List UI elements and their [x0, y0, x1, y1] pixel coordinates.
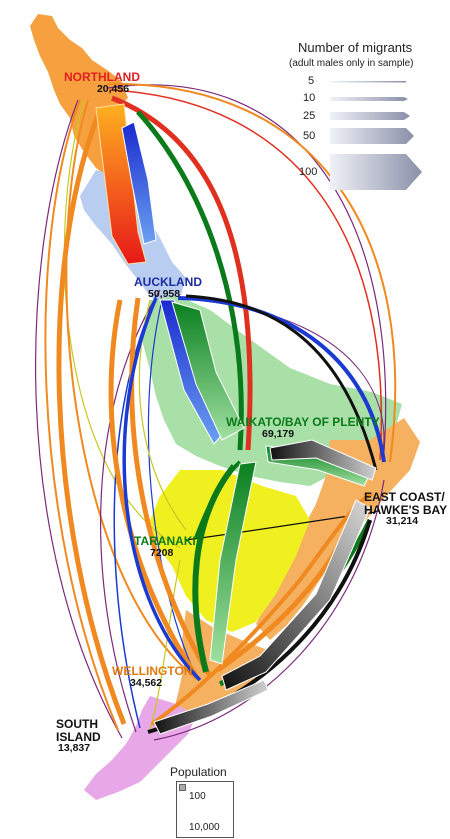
east-coast-waikato-arrow [269, 439, 377, 481]
flow-line [109, 89, 383, 461]
flow-line [35, 99, 123, 739]
flow-line [153, 479, 385, 741]
legend-arrow-100 [330, 154, 422, 190]
region-name-south: SOUTH [56, 717, 98, 731]
auckland-northland-arrow [121, 121, 157, 245]
wellington-south-island-arrow [153, 679, 269, 735]
population-legend-title: Population [170, 765, 227, 779]
region-population-taranaki: 7208 [150, 546, 174, 559]
label-wellington: WELLINGTON 34,562 [112, 665, 192, 689]
waikato-auckland-arrow [171, 301, 245, 441]
region-population-auckland: 50,958 [148, 287, 181, 300]
region-name-waikato: WAIKATO/BAY OF PLENTY [226, 415, 380, 429]
label-south-island: SOUTH ISLAND 13,837 [56, 718, 101, 754]
flow-line [65, 99, 199, 681]
flow-line [149, 559, 181, 731]
flow-arrow [136, 110, 244, 451]
flow-arrow [194, 460, 242, 539]
waikato-wellington-arrow [209, 461, 257, 665]
legend-value-25: 25 [303, 110, 316, 122]
region-population-south-island: 13,837 [58, 742, 91, 755]
flow-arrow [108, 299, 199, 678]
region-name-island: ISLAND [56, 729, 101, 744]
flow-line [63, 99, 181, 549]
region-population-east-coast: 31,214 [386, 515, 419, 528]
legend-value-10: 10 [303, 92, 316, 104]
legend-title: Number of migrants [298, 40, 413, 55]
flow-line [113, 295, 157, 729]
legend-value-5: 5 [308, 75, 315, 87]
flow-arrow [129, 297, 213, 678]
population-small-value: 100 [189, 791, 206, 802]
region-name-northland: NORTHLAND [64, 70, 140, 84]
population-small-marker [179, 784, 186, 791]
region-population-waikato: 69,179 [262, 427, 295, 440]
label-waikato-bay-of-plenty: WAIKATO/BAY OF PLENTY 69,179 [226, 416, 380, 440]
legend-arrow-5 [330, 81, 406, 83]
flow-arrow [177, 296, 386, 463]
flow-arrow [56, 109, 127, 725]
legend-arrow-50 [330, 128, 414, 144]
region-name-wellington: WELLINGTON [112, 664, 193, 678]
flow-arrow [111, 95, 253, 451]
flow-line [107, 84, 387, 453]
region-name-hawkes-bay: HAWKE'S BAY [364, 502, 448, 517]
wide-flows [95, 103, 377, 735]
region-name-auckland: AUCKLAND [134, 275, 202, 289]
legend-arrow-25 [330, 112, 410, 120]
region-name-east-coast: EAST COAST/ [364, 490, 445, 504]
flow-line [147, 299, 197, 677]
flow-line [44, 99, 119, 731]
legend-arrows [330, 81, 422, 190]
flow-arrow [122, 297, 202, 682]
population-legend-box: 100 10,000 [176, 781, 234, 838]
label-east-coast-hawkes-bay: EAST COAST/ HAWKE'S BAY 31,214 [364, 491, 447, 527]
legend-value-100: 100 [299, 166, 318, 178]
legend-value-50: 50 [303, 130, 316, 142]
northland-auckland-arrow [95, 103, 147, 265]
population-large-value: 10,000 [189, 822, 220, 833]
label-taranaki: TARANAKI 7208 [134, 535, 196, 559]
flow-arrow [185, 294, 378, 471]
label-northland: NORTHLAND 20,456 [64, 71, 140, 95]
region-population-wellington: 34,562 [130, 676, 163, 689]
legend-subtitle: (adult males only in sample) [289, 58, 414, 69]
region-population-northland: 20,456 [96, 82, 130, 95]
label-auckland: AUCKLAND 50,958 [134, 276, 202, 300]
east-coast-wellington-arrow [221, 499, 371, 691]
northland-region [30, 14, 128, 178]
region-name-taranaki: TARANAKI [134, 534, 196, 548]
legend-arrow-10 [330, 97, 408, 101]
